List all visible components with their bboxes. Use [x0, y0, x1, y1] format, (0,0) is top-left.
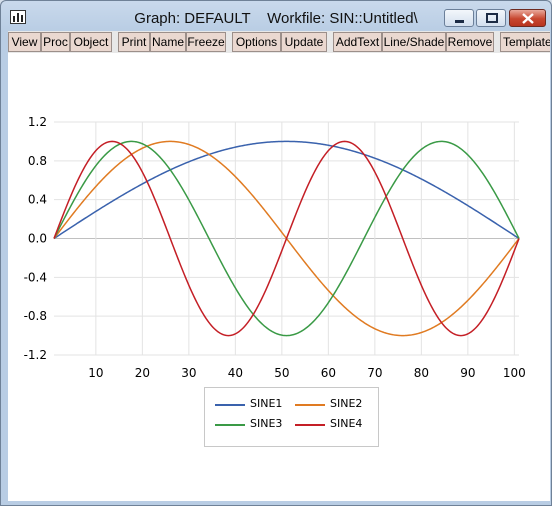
x-tick-label: 60 — [321, 366, 336, 380]
x-tick-label: 90 — [460, 366, 475, 380]
legend-label-sine3: SINE3 — [250, 417, 283, 430]
x-tick-label: 40 — [228, 366, 243, 380]
x-tick-label: 20 — [135, 366, 150, 380]
title-workfile: Workfile: SIN::Untitled\ — [267, 10, 418, 27]
x-tick-label: 30 — [181, 366, 196, 380]
x-tick-label: 50 — [274, 366, 289, 380]
template-button[interactable]: Template — [500, 32, 550, 52]
legend-label-sine2: SINE2 — [330, 397, 363, 410]
series-group — [53, 140, 520, 337]
title-bar[interactable]: Graph: DEFAULT Workfile: SIN::Untitled\ — [1, 1, 551, 31]
graph-toolbar: View Proc Object Print Name Freeze Optio… — [8, 31, 550, 53]
freeze-button[interactable]: Freeze — [186, 32, 226, 52]
window-title: Graph: DEFAULT Workfile: SIN::Untitled\ — [1, 10, 551, 27]
y-tick-label: 0.0 — [28, 232, 47, 246]
minimize-icon — [455, 20, 464, 23]
print-button[interactable]: Print — [118, 32, 150, 52]
chart-legend: SINE1 SINE2 SINE3 SINE4 — [204, 387, 379, 447]
legend-swatch-sine4 — [295, 424, 325, 426]
maximize-icon — [486, 13, 498, 23]
update-button[interactable]: Update — [281, 32, 327, 52]
y-tick-label: 0.4 — [28, 193, 47, 207]
legend-swatch-sine2 — [295, 404, 325, 406]
x-tick-labels: 10 20 30 40 50 60 70 80 90 100 — [88, 366, 526, 380]
series-line-sine4 — [53, 140, 520, 337]
x-tick-label: 70 — [367, 366, 382, 380]
x-tick-label: 10 — [88, 366, 103, 380]
addtext-button[interactable]: AddText — [333, 32, 382, 52]
close-button[interactable] — [509, 9, 546, 27]
y-tick-label: 1.2 — [28, 115, 47, 129]
maximize-button[interactable] — [476, 9, 506, 27]
line-chart: -1.2 -0.8 -0.4 0.0 0.4 0.8 1.2 10 20 30 40 50 60 70 8… — [24, 115, 526, 380]
line-shade-button[interactable]: Line/Shade — [382, 32, 446, 52]
x-tick-label: 80 — [414, 366, 429, 380]
legend-label-sine4: SINE4 — [330, 417, 363, 430]
grid-lines — [54, 121, 519, 356]
close-icon — [522, 13, 534, 24]
object-button[interactable]: Object — [70, 32, 112, 52]
series-line-sine3 — [53, 140, 520, 337]
graph-canvas: -1.2 -0.8 -0.4 0.0 0.4 0.8 1.2 10 20 30 40 50 60 70 8… — [8, 53, 550, 501]
y-tick-label: 0.8 — [28, 154, 47, 168]
y-tick-label: -1.2 — [24, 348, 47, 362]
legend-swatch-sine3 — [215, 424, 245, 426]
name-button[interactable]: Name — [150, 32, 186, 52]
bar-chart-icon — [10, 10, 26, 24]
legend-label-sine1: SINE1 — [250, 397, 283, 410]
series-line-sine1 — [53, 140, 520, 240]
x-tick-label: 100 — [503, 366, 526, 380]
minimize-button[interactable] — [444, 9, 474, 27]
proc-button[interactable]: Proc — [41, 32, 70, 52]
view-button[interactable]: View — [8, 32, 41, 52]
title-graph: Graph: DEFAULT — [134, 10, 251, 27]
y-tick-label: -0.8 — [24, 309, 47, 323]
remove-button[interactable]: Remove — [446, 32, 494, 52]
y-tick-label: -0.4 — [24, 270, 47, 284]
legend-swatch-sine1 — [215, 404, 245, 406]
options-button[interactable]: Options — [232, 32, 281, 52]
y-tick-labels: -1.2 -0.8 -0.4 0.0 0.4 0.8 1.2 — [24, 115, 47, 362]
